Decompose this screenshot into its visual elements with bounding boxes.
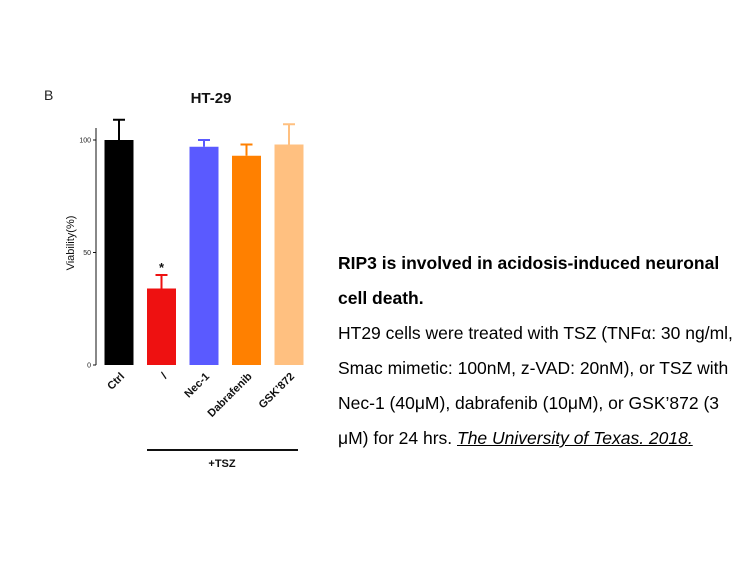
bar [232, 155, 261, 365]
y-axis-label: Viability(%) [65, 216, 77, 271]
viability-chart: B HT-29 Viability(%) 0 50 100 * Ctrl / Nec-1… [44, 87, 304, 470]
caption-body: HT29 cells were treated with TSZ (TNFα: … [338, 323, 733, 448]
significance-marker: * [159, 260, 165, 275]
chart-title: HT-29 [191, 90, 232, 107]
y-axis: 0 50 100 [79, 128, 97, 370]
x-tick-label: Ctrl [105, 371, 127, 393]
panel-label: B [44, 87, 53, 103]
x-tick-label: / [159, 371, 170, 382]
bar [189, 146, 219, 365]
bar [274, 144, 304, 365]
y-tick-label: 50 [83, 250, 91, 257]
bar [104, 140, 134, 365]
caption-citation: The University of Texas. 2018. [457, 428, 693, 448]
x-tick-label: Nec-1 [182, 371, 212, 401]
bars-group: * [104, 118, 304, 365]
caption-heading: RIP3 is involved in acidosis-induced neu… [338, 253, 720, 308]
bar [147, 288, 176, 365]
x-tick-label: GSK’872 [257, 371, 297, 411]
x-tick-label: Dabrafenib [205, 370, 254, 419]
y-tick-label: 0 [87, 363, 91, 370]
figure-caption: RIP3 is involved in acidosis-induced neu… [338, 246, 748, 456]
tsz-group-label: +TSZ [208, 458, 235, 470]
y-tick-label: 100 [79, 138, 91, 145]
